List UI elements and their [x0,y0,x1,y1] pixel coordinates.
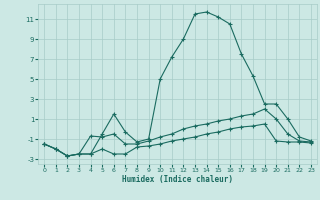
X-axis label: Humidex (Indice chaleur): Humidex (Indice chaleur) [122,175,233,184]
